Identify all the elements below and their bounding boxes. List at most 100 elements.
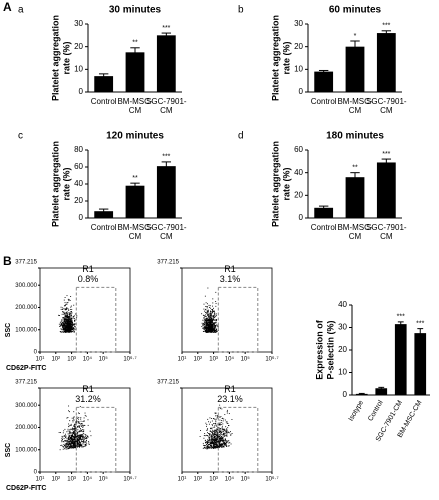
event-dot	[72, 331, 73, 332]
event-dot	[206, 307, 208, 309]
event-dot	[205, 328, 207, 329]
event-dot	[82, 440, 84, 442]
event-dot	[225, 426, 227, 428]
event-dot	[66, 313, 68, 315]
event-dot	[215, 331, 217, 333]
event-dot	[74, 443, 76, 445]
event-dot	[70, 320, 72, 322]
event-dot	[219, 431, 221, 433]
event-dot	[215, 447, 217, 449]
event-dot	[205, 447, 206, 449]
gate-name: R1	[82, 384, 94, 394]
event-dot	[70, 326, 72, 328]
event-dot	[72, 428, 74, 430]
event-dot	[204, 325, 206, 327]
event-dot	[213, 323, 215, 325]
event-dot	[61, 319, 63, 321]
event-dot	[76, 430, 78, 432]
event-dot	[62, 448, 64, 450]
event-dot	[212, 329, 213, 331]
bar	[314, 207, 334, 218]
event-dot	[65, 321, 67, 323]
event-dot	[61, 319, 63, 321]
event-dot	[66, 323, 68, 325]
event-dot	[70, 329, 72, 331]
event-dot	[87, 436, 89, 438]
event-dot	[69, 424, 71, 426]
event-dot	[74, 445, 76, 447]
event-dot	[206, 320, 208, 322]
event-dot	[78, 418, 79, 420]
event-dot	[210, 330, 212, 332]
event-dot	[66, 440, 68, 442]
event-dot	[215, 329, 217, 331]
event-dot	[66, 331, 67, 333]
event-dot	[204, 435, 206, 437]
event-dot	[84, 412, 86, 414]
event-dot	[205, 314, 207, 316]
event-dot	[70, 434, 72, 436]
event-dot	[58, 432, 60, 434]
event-dot	[67, 328, 69, 330]
event-dot	[223, 440, 225, 442]
event-dot	[230, 431, 231, 433]
event-dot	[66, 324, 68, 326]
event-dot	[66, 307, 68, 309]
event-dot	[225, 444, 227, 446]
event-dot	[210, 318, 212, 320]
event-dot	[225, 431, 227, 433]
event-dot	[86, 443, 88, 445]
significance: **	[132, 40, 138, 47]
event-dot	[223, 432, 225, 434]
event-dot	[224, 444, 226, 446]
event-dot	[205, 331, 207, 333]
event-dot	[81, 423, 83, 424]
event-dot	[59, 315, 60, 316]
event-dot	[205, 308, 206, 310]
event-dot	[213, 430, 215, 432]
event-dot	[207, 442, 209, 443]
event-dot	[207, 327, 209, 329]
event-dot	[77, 439, 79, 441]
event-dot	[80, 436, 82, 438]
event-dot	[80, 417, 82, 419]
event-dot	[71, 437, 73, 439]
event-dot	[81, 437, 83, 439]
event-dot	[62, 324, 64, 326]
event-dot	[73, 318, 75, 320]
event-dot	[202, 447, 204, 449]
event-dot	[74, 423, 76, 425]
event-dot	[79, 434, 81, 436]
event-dot	[208, 447, 210, 449]
event-dot	[208, 437, 210, 438]
event-dot	[209, 330, 211, 332]
event-dot	[225, 443, 227, 445]
event-dot	[207, 323, 209, 325]
event-dot	[66, 326, 68, 328]
event-dot	[67, 324, 69, 326]
event-dot	[212, 307, 214, 309]
event-dot	[69, 430, 71, 432]
event-dot	[69, 322, 71, 324]
event-dot	[70, 324, 72, 326]
event-dot	[214, 444, 216, 445]
event-dot	[210, 311, 212, 313]
event-dot	[223, 441, 225, 443]
event-dot	[60, 324, 62, 326]
event-dot	[81, 446, 83, 448]
x-tick-label: CM	[349, 106, 362, 115]
event-dot	[204, 322, 206, 324]
event-dot	[216, 329, 218, 331]
event-dot	[82, 446, 84, 448]
event-dot	[88, 442, 90, 444]
event-dot	[211, 444, 213, 446]
x-tick-label: 10²	[51, 357, 60, 363]
y-tick-label: 300.000	[15, 403, 37, 409]
event-dot	[219, 422, 221, 424]
event-dot	[212, 447, 214, 449]
event-dot	[203, 435, 205, 436]
event-dot	[210, 427, 212, 429]
event-dot	[216, 324, 218, 326]
event-dot	[69, 447, 71, 449]
event-dot	[221, 443, 223, 445]
